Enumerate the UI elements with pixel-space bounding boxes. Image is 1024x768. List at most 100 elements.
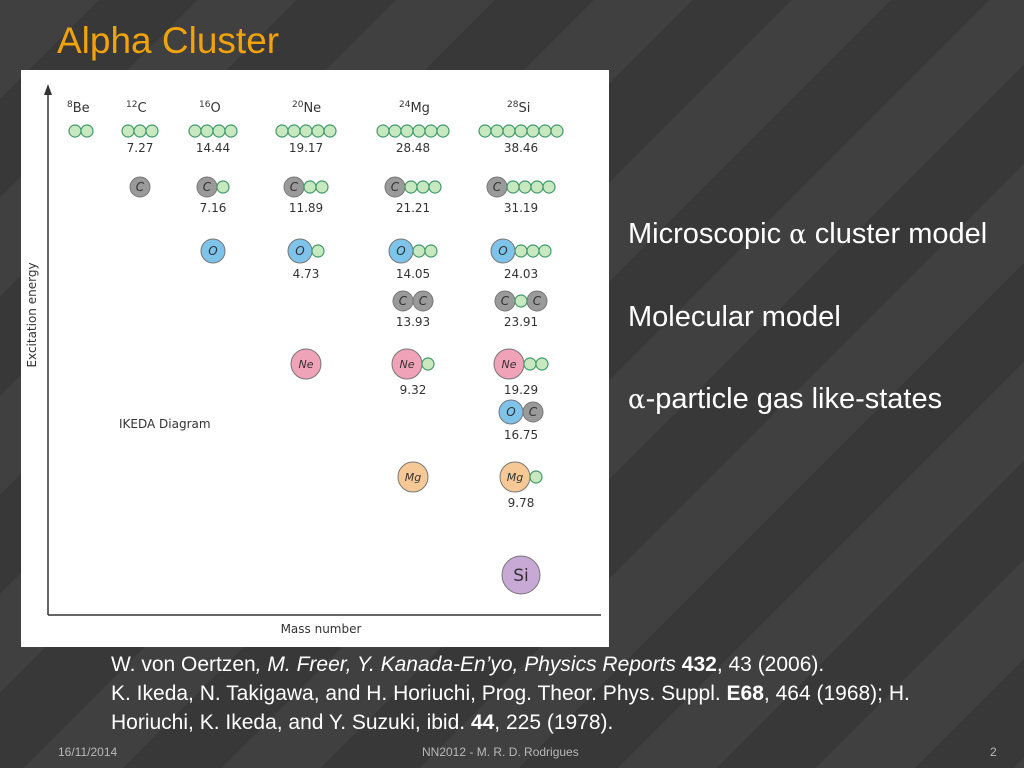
bullet-text: cluster model [806,218,988,250]
alpha-particle [523,357,537,371]
alpha-particle [526,124,540,138]
alpha-particle [404,180,418,194]
excitation-energy-label: 11.89 [289,201,323,215]
cluster-config: 28.48 [376,124,450,155]
alpha-particle [412,124,426,138]
excitation-energy-label: 28.48 [396,141,430,155]
cluster-config: C 11.89 [283,176,329,215]
reference-2: K. Ikeda, N. Takigawa, and H. Horiuchi, … [111,679,991,737]
alpha-particle [529,470,543,484]
alpha-particle [518,180,532,194]
excitation-energy-label: 14.44 [196,141,230,155]
nucleus-label: C [399,294,408,308]
cluster-config: C 21.21 [384,176,442,215]
excitation-energy-label: 7.27 [127,141,154,155]
column-header-O: 16O [199,100,221,116]
ikeda-diagram: Excitation energy Mass number IKEDA Diag… [25,84,601,636]
cluster-config: O 14.05 [388,238,438,281]
bullet-gas-like: α-particle gas like-states [628,379,1008,420]
column-header-Si: 28Si [507,100,530,116]
references: W. von Oertzen, M. Freer, Y. Kanada-En’y… [111,650,991,737]
alpha-particle [526,244,540,258]
bullet-text: -particle gas like-states [645,383,943,415]
cluster-config: Ne 19.29 [493,348,549,397]
ref-text: K. Ikeda, N. Takigawa, and H. Horiuchi, … [111,682,727,705]
cluster-config: O 24.03 [490,238,552,281]
alpha-particle [311,124,325,138]
alpha-particle [315,180,329,194]
alpha-particle [121,124,135,138]
alpha-particle [538,244,552,258]
nucleus-label: C [136,180,145,194]
alpha-particle [478,124,492,138]
y-axis-arrow [44,84,52,95]
alpha-particle [376,124,390,138]
alpha-particle [133,124,147,138]
alpha-particle [436,124,450,138]
cluster-config: C 7.16 [196,176,230,215]
cluster-config: 19.17 [275,124,337,155]
nucleus-o [200,238,226,264]
alpha-particle [216,180,230,194]
alpha-particle [145,124,159,138]
ref-volume: 44 [470,711,495,734]
alpha-particle [388,124,402,138]
alpha-particle [542,180,556,194]
cluster-config: C31.19 [486,176,556,215]
alpha-particle [412,244,426,258]
excitation-energy-label: 38.46 [504,141,538,155]
ref-rest: , 43 (2006). [716,653,825,676]
alpha-particle [428,180,442,194]
alpha-particle [311,244,325,258]
excitation-energy-label: 14.05 [396,267,430,281]
alpha-particle [188,124,202,138]
nucleus-label: O [295,244,304,258]
reference-1: W. von Oertzen, M. Freer, Y. Kanada-En’y… [111,650,991,679]
alpha-particle [538,124,552,138]
y-axis-label: Excitation energy [25,262,39,367]
nucleus-mg [397,461,429,493]
nucleus-label: O [208,244,217,258]
alpha-particle [287,124,301,138]
cluster-config: 14.44 [188,124,238,155]
alpha-particle [299,124,313,138]
cluster-config: Mg [397,461,429,493]
bullet-text: Microscopic [628,218,790,250]
excitation-energy-label: 23.91 [504,315,538,329]
excitation-energy-label: 9.78 [508,496,535,510]
excitation-energy-label: 7.16 [200,201,227,215]
bullet-microscopic: Microscopic α cluster model [628,214,1008,255]
nucleus-si [501,555,541,595]
excitation-energy-label: 24.03 [504,267,538,281]
y-axis [44,84,52,615]
nucleus-label: O [506,405,515,419]
nucleus-label: C [203,180,212,194]
ikeda-diagram-figure: Excitation energy Mass number IKEDA Diag… [21,70,609,647]
nucleus-c [526,290,548,312]
ref-text: , 464 (1968); H. Horiuchi, K. Ikeda, and… [111,682,910,734]
nucleus-label: Ne [400,358,415,371]
alpha-particle [400,124,414,138]
alpha-particle [530,180,544,194]
cluster-config [68,124,94,138]
alpha-particle [514,244,528,258]
alpha-particle [200,124,214,138]
column-header-C: 12C [126,100,147,116]
bullet-molecular: Molecular model [628,297,1008,337]
nucleus-label: C [533,294,542,308]
column-header-Mg: 24Mg [399,100,430,116]
nucleus-label: Mg [405,471,421,484]
ref-author: W. von Oertzen [111,653,256,676]
cluster-config: Ne 9.32 [391,348,435,397]
cluster-config: 7.27 [121,124,159,155]
nucleus-label: Si [513,566,529,586]
column-header-Be: 8Be [67,100,90,116]
excitation-energy-label: 13.93 [396,315,430,329]
cluster-config: Si [501,555,541,595]
nucleus-label: C [391,180,400,194]
alpha-particle [490,124,504,138]
alpha-particle [323,124,337,138]
excitation-energy-label: 4.73 [293,267,320,281]
alpha-particle [514,294,528,308]
footer-page-number: 2 [990,745,997,759]
